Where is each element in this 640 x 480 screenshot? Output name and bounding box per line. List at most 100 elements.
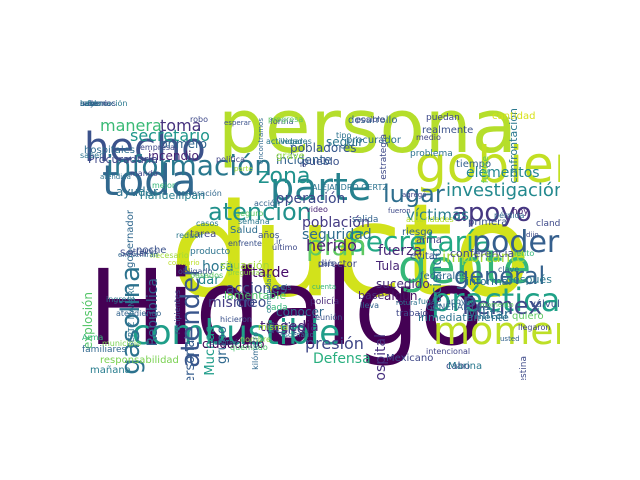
word-123: hoy	[512, 207, 529, 217]
word-98: cantidad	[492, 111, 536, 122]
word-83: familiares	[82, 345, 127, 355]
word-84: años	[258, 231, 280, 241]
word-85: ALEJANDRO GERTZ	[312, 183, 388, 192]
word-48: operación	[276, 191, 346, 207]
word-25: manera	[100, 116, 162, 135]
word-73: pueblo	[302, 155, 340, 168]
word-36: herido	[306, 236, 357, 255]
word-125: apoyar	[446, 297, 474, 306]
word-175: encontramos	[257, 118, 265, 164]
word-10: información	[106, 149, 273, 182]
word-113: clandestina	[536, 219, 560, 229]
word-185: ordenó	[80, 100, 109, 108]
word-1: Hidalgo	[88, 247, 484, 369]
word-32: Militar	[466, 307, 510, 323]
word-145: encuentran	[118, 251, 159, 259]
word-140: video	[306, 205, 328, 214]
word-63: procurador	[346, 135, 402, 146]
word-137: semana	[238, 217, 270, 226]
word-172: lo	[300, 161, 307, 169]
word-144: através	[128, 247, 159, 256]
word-8: hecho	[84, 125, 206, 171]
word-62: seguir	[326, 135, 364, 149]
word-61: informar	[466, 275, 513, 288]
word-27: elementos	[466, 165, 540, 181]
word-0: ducto	[170, 177, 532, 326]
word-163: recipientes	[173, 290, 182, 335]
word-16: atención	[208, 198, 312, 226]
word-132: empresa	[140, 143, 175, 152]
word-101: situación	[220, 259, 270, 272]
word-90: intencional	[426, 347, 471, 356]
word-60: conferencia	[450, 247, 515, 260]
word-115: autoridades	[406, 215, 454, 224]
word-77: Mexicano	[386, 353, 434, 364]
word-179: esperar	[224, 119, 251, 127]
word-164: pasados	[190, 271, 224, 280]
word-133: saber	[80, 151, 103, 160]
word-75: Salud	[230, 225, 258, 236]
word-169: aseguró	[210, 339, 239, 347]
word-136: obligado	[178, 267, 213, 276]
word-166: escenario	[280, 331, 314, 339]
word-158: posible	[356, 115, 385, 124]
word-128: noche	[136, 245, 167, 256]
word-54: Tula	[376, 259, 400, 273]
word-182: fueron	[388, 207, 411, 215]
word-119: puedan	[426, 113, 460, 123]
word-181: rotura	[396, 299, 418, 307]
word-14: poder	[472, 225, 560, 260]
word-96: válvula	[530, 299, 560, 310]
word-189: saldo	[80, 100, 102, 108]
word-134: mejor	[152, 181, 176, 190]
word-58: arma	[416, 235, 442, 246]
word-114: pérdida	[494, 211, 525, 220]
word-6: momento	[433, 309, 560, 353]
word-92: reunión	[312, 313, 343, 322]
word-5: gente	[398, 240, 531, 294]
word-130: robo	[190, 115, 208, 124]
word-106: llegar	[280, 137, 303, 146]
word-183: cuenta	[312, 283, 337, 291]
word-74: tarea	[190, 229, 217, 240]
word-23: investigación	[446, 180, 560, 201]
word-124: dijo	[526, 231, 539, 239]
word-31: Defensa	[313, 351, 371, 367]
word-88: toma clandestina	[519, 356, 529, 380]
word-131: progresa	[268, 115, 304, 124]
word-167: enfrente	[228, 239, 262, 248]
word-135: perforación	[176, 189, 222, 198]
word-177: comunidad	[265, 274, 273, 313]
word-95: riesgo	[402, 227, 433, 238]
word-118: realmente	[422, 125, 474, 136]
word-52: conocer	[276, 305, 324, 319]
word-117: desarrollo	[348, 115, 398, 126]
word-157: contrario	[168, 259, 200, 267]
word-156: reducir	[176, 231, 205, 240]
word-82: mañana	[90, 365, 131, 376]
word-129: política	[216, 155, 246, 164]
word-38: tarde	[252, 265, 290, 281]
word-152: lento	[514, 249, 535, 258]
word-76: producto	[190, 247, 231, 257]
word-150: GERTZ MANERO	[127, 284, 136, 349]
word-15: apoyo	[452, 198, 532, 228]
word-160: hicieron	[220, 315, 252, 324]
word-103: lamentable	[224, 289, 287, 302]
word-17: lugar	[383, 180, 445, 208]
word-149: llegaron	[518, 323, 551, 332]
word-94: federales	[420, 271, 467, 282]
word-142: municipio	[102, 339, 141, 348]
word-187: sabemos	[80, 100, 116, 108]
word-116: actividades	[266, 137, 312, 146]
word-29: importante	[442, 248, 526, 266]
word-39: mismo	[208, 295, 256, 311]
word-56: algún	[384, 289, 418, 303]
word-153: ir	[276, 237, 282, 246]
word-19: Pemex	[462, 292, 543, 320]
word-148: atendiendo	[116, 309, 162, 318]
word-111: cada	[266, 303, 288, 313]
word-9: parte	[270, 165, 372, 209]
word-155: kilómetro	[251, 332, 260, 370]
word-178: momento	[480, 301, 514, 309]
